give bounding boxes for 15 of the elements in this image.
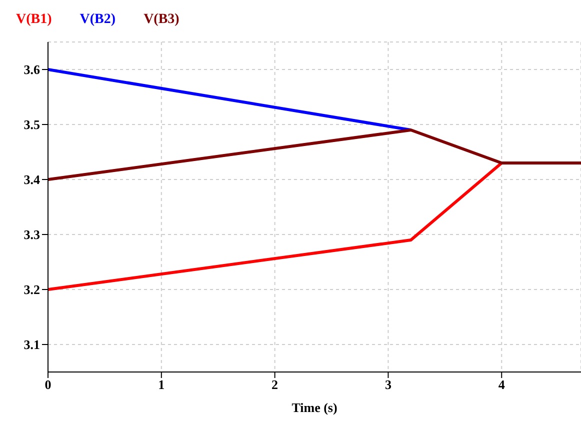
- y-tick-label: 3.4: [24, 172, 40, 188]
- x-axis-title: Time (s): [292, 400, 338, 415]
- x-tick-label: 0: [44, 377, 52, 392]
- y-tick-label: 3.1: [24, 337, 40, 352]
- text: V(B1): [16, 12, 52, 28]
- x-tick-label: 3: [384, 377, 392, 392]
- y-tick-label: 3.5: [24, 117, 40, 132]
- y-tick-label: 3.3: [24, 227, 40, 242]
- x-tick-label: 4: [498, 377, 506, 392]
- x-tick-label: 1: [158, 377, 165, 392]
- text: V(B3): [144, 12, 180, 28]
- x-tick-label: 2: [272, 377, 278, 392]
- text: V(B2): [80, 12, 116, 28]
- y-tick-label: 3.2: [24, 282, 40, 298]
- y-tick-label: 3.6: [24, 62, 40, 78]
